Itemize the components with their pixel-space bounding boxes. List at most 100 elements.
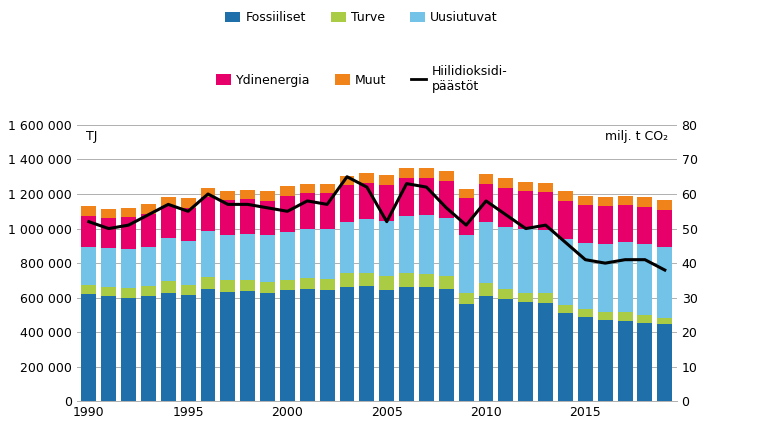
Bar bbox=[240, 281, 255, 291]
Bar bbox=[121, 249, 136, 288]
Bar bbox=[558, 239, 573, 305]
Bar bbox=[419, 168, 434, 178]
Bar bbox=[379, 276, 394, 290]
Bar bbox=[439, 218, 454, 276]
Bar bbox=[201, 277, 215, 289]
Bar bbox=[102, 209, 116, 218]
Bar bbox=[518, 182, 533, 191]
Bar bbox=[240, 291, 255, 401]
Bar bbox=[121, 208, 136, 217]
Bar bbox=[340, 176, 355, 186]
Bar bbox=[638, 198, 652, 207]
Bar bbox=[657, 318, 672, 325]
Bar bbox=[161, 197, 175, 206]
Bar bbox=[478, 222, 494, 283]
Bar bbox=[498, 227, 514, 289]
Bar bbox=[598, 197, 613, 206]
Bar bbox=[558, 305, 573, 313]
Bar bbox=[300, 278, 315, 289]
Bar bbox=[240, 234, 255, 281]
Bar bbox=[121, 298, 136, 401]
Bar bbox=[280, 196, 295, 232]
Bar bbox=[518, 191, 533, 228]
Bar bbox=[260, 201, 275, 235]
Bar bbox=[618, 312, 633, 321]
Bar bbox=[82, 247, 96, 285]
Bar bbox=[82, 206, 96, 215]
Bar bbox=[657, 210, 672, 247]
Bar bbox=[439, 276, 454, 289]
Bar bbox=[201, 231, 215, 277]
Bar bbox=[141, 296, 156, 401]
Bar bbox=[340, 287, 355, 401]
Bar bbox=[359, 183, 375, 219]
Bar bbox=[459, 198, 474, 235]
Bar bbox=[498, 299, 514, 401]
Bar bbox=[82, 215, 96, 247]
Bar bbox=[399, 273, 414, 287]
Bar bbox=[359, 219, 375, 273]
Bar bbox=[161, 281, 175, 293]
Bar bbox=[558, 201, 573, 239]
Bar bbox=[498, 289, 514, 299]
Bar bbox=[578, 309, 593, 317]
Bar bbox=[538, 293, 553, 303]
Bar bbox=[598, 320, 613, 401]
Bar bbox=[161, 238, 175, 281]
Bar bbox=[280, 186, 295, 196]
Bar bbox=[340, 222, 355, 273]
Bar bbox=[141, 286, 156, 296]
Bar bbox=[102, 296, 116, 401]
Bar bbox=[300, 228, 315, 278]
Bar bbox=[518, 302, 533, 401]
Bar bbox=[141, 214, 156, 247]
Bar bbox=[638, 315, 652, 323]
Bar bbox=[459, 293, 474, 304]
Bar bbox=[260, 293, 275, 401]
Bar bbox=[300, 289, 315, 401]
Bar bbox=[618, 242, 633, 312]
Bar bbox=[558, 191, 573, 201]
Bar bbox=[102, 218, 116, 248]
Bar bbox=[657, 247, 672, 318]
Bar bbox=[498, 178, 514, 188]
Bar bbox=[419, 273, 434, 287]
Text: TJ: TJ bbox=[86, 130, 97, 144]
Bar bbox=[478, 283, 494, 296]
Bar bbox=[498, 188, 514, 227]
Bar bbox=[359, 285, 375, 401]
Bar bbox=[478, 174, 494, 184]
Bar bbox=[538, 303, 553, 401]
Bar bbox=[201, 188, 215, 198]
Bar bbox=[399, 215, 414, 273]
Bar bbox=[478, 296, 494, 401]
Bar bbox=[141, 247, 156, 286]
Bar bbox=[201, 289, 215, 401]
Bar bbox=[419, 178, 434, 215]
Bar bbox=[618, 205, 633, 243]
Bar bbox=[638, 244, 652, 315]
Bar bbox=[280, 290, 295, 401]
Bar bbox=[300, 193, 315, 228]
Bar bbox=[260, 191, 275, 201]
Bar bbox=[399, 287, 414, 401]
Bar bbox=[260, 235, 275, 282]
Bar bbox=[320, 290, 335, 401]
Bar bbox=[399, 178, 414, 215]
Bar bbox=[459, 304, 474, 401]
Bar bbox=[538, 230, 553, 293]
Bar bbox=[638, 207, 652, 244]
Bar bbox=[221, 292, 235, 401]
Bar bbox=[657, 325, 672, 401]
Bar bbox=[161, 293, 175, 401]
Bar bbox=[379, 221, 394, 276]
Bar bbox=[121, 217, 136, 249]
Bar bbox=[181, 241, 195, 285]
Legend: Ydinenergia, Muut, Hiilidioksidi-
päästöt: Ydinenergia, Muut, Hiilidioksidi- päästö… bbox=[211, 60, 512, 98]
Bar bbox=[399, 169, 414, 178]
Bar bbox=[320, 279, 335, 290]
Bar bbox=[598, 244, 613, 312]
Bar bbox=[578, 196, 593, 205]
Bar bbox=[320, 184, 335, 193]
Text: milj. t CO₂: milj. t CO₂ bbox=[604, 130, 667, 144]
